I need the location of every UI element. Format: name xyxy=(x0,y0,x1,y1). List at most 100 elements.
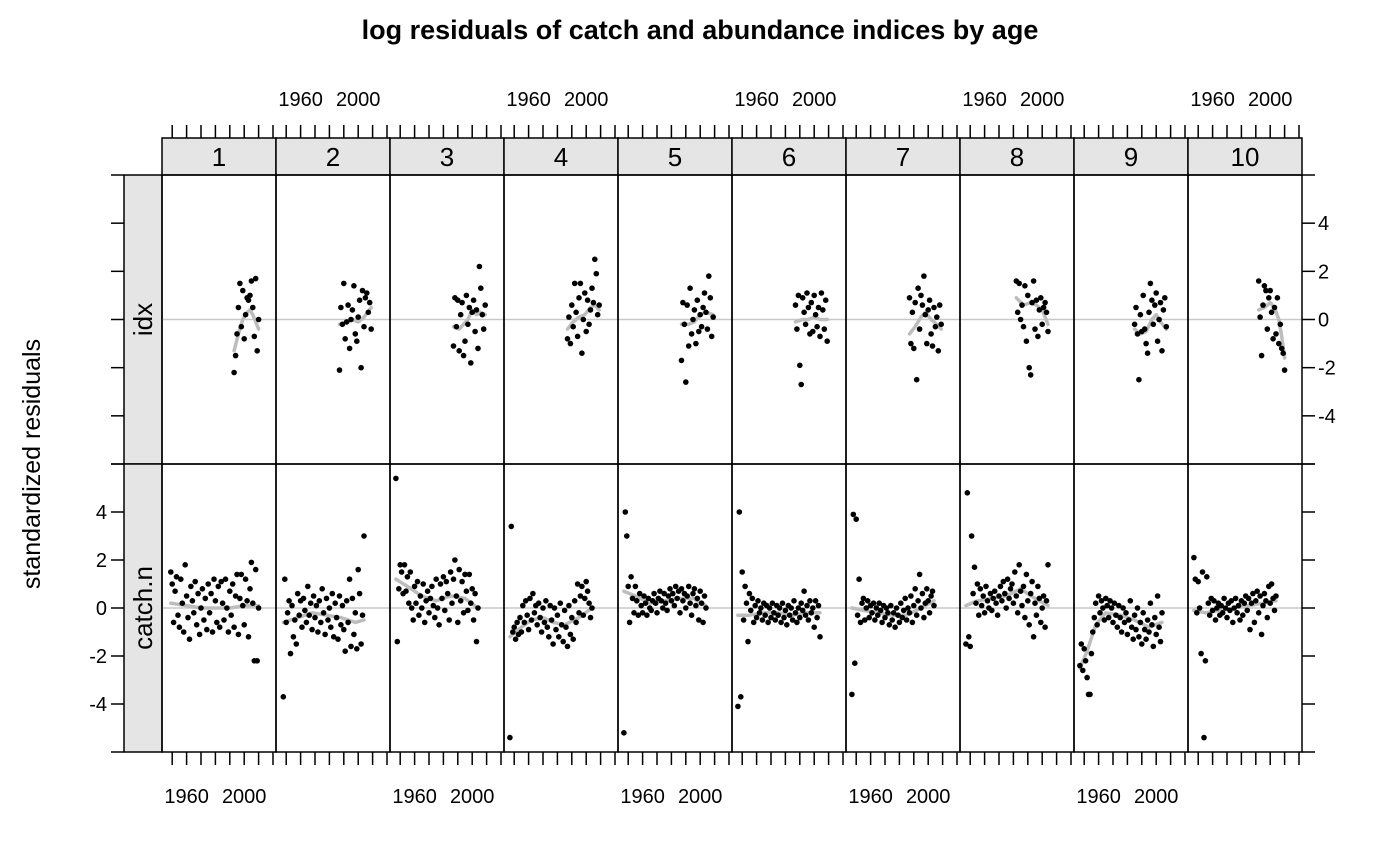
residual-point xyxy=(254,348,260,354)
residual-point xyxy=(1124,631,1131,638)
residual-point xyxy=(212,598,219,604)
residual-point xyxy=(209,629,216,635)
residual-point xyxy=(919,590,926,597)
residual-point xyxy=(791,598,797,604)
residual-point xyxy=(1267,287,1273,294)
residual-point xyxy=(323,595,330,602)
residual-point xyxy=(201,617,207,623)
residual-point xyxy=(648,607,654,614)
residual-point xyxy=(1101,617,1108,623)
residual-point xyxy=(928,593,934,599)
residual-point xyxy=(576,295,582,301)
residual-point xyxy=(1090,629,1096,635)
residual-point xyxy=(508,523,515,530)
residual-point xyxy=(1159,348,1165,354)
residual-point xyxy=(768,614,774,621)
residual-point xyxy=(680,299,686,306)
residual-point xyxy=(234,571,240,578)
residual-point xyxy=(661,590,667,597)
residual-point xyxy=(696,617,702,623)
residual-point xyxy=(590,299,597,306)
residual-point xyxy=(1012,569,1018,575)
residual-point xyxy=(1253,598,1259,604)
residual-point xyxy=(404,574,411,580)
residual-point xyxy=(446,617,453,623)
smooth-line xyxy=(793,315,829,324)
residual-point xyxy=(293,641,300,647)
residual-point xyxy=(915,285,921,292)
residual-point xyxy=(361,323,367,330)
residual-point xyxy=(906,295,913,301)
residual-point xyxy=(469,309,476,316)
residual-point xyxy=(423,598,429,604)
residual-point xyxy=(325,617,331,623)
residual-point xyxy=(1276,340,1282,347)
residual-point xyxy=(1271,304,1278,311)
residual-point xyxy=(571,598,578,604)
residual-point xyxy=(701,290,708,296)
residual-point xyxy=(670,590,676,597)
residual-point xyxy=(452,557,458,563)
residual-point xyxy=(1260,302,1266,308)
residual-point xyxy=(535,600,542,606)
residual-point xyxy=(582,290,588,296)
residual-point xyxy=(393,475,399,482)
residual-point xyxy=(1264,614,1271,621)
residual-point xyxy=(192,578,198,585)
residual-point xyxy=(1221,595,1227,602)
residual-point xyxy=(935,348,942,354)
residual-point xyxy=(866,614,872,621)
x-tick-label-top: 1960 xyxy=(734,89,779,111)
residual-point xyxy=(457,311,464,318)
residual-point xyxy=(808,610,815,616)
residual-point xyxy=(1014,610,1021,616)
residual-point xyxy=(476,263,483,270)
residual-point xyxy=(413,600,419,606)
residual-point xyxy=(736,509,743,515)
residual-point xyxy=(251,333,258,340)
residual-point xyxy=(1127,598,1134,604)
residual-point xyxy=(698,323,705,330)
residual-point xyxy=(1078,641,1085,647)
residual-point xyxy=(355,566,362,573)
residual-point xyxy=(346,576,353,582)
residual-point xyxy=(1230,619,1236,626)
residual-point xyxy=(1274,295,1281,301)
residual-point xyxy=(1108,605,1115,611)
residual-point xyxy=(1261,283,1268,289)
residual-point xyxy=(916,326,923,332)
residual-point xyxy=(849,691,855,698)
residual-point xyxy=(672,583,679,590)
panel-idx-age-5 xyxy=(618,273,732,385)
residual-point xyxy=(518,629,525,635)
residual-point xyxy=(299,624,305,630)
residual-point xyxy=(336,593,343,599)
residual-point xyxy=(473,307,480,313)
residual-point xyxy=(694,297,701,304)
residual-point xyxy=(1103,595,1109,602)
panel-catch.n-age-2 xyxy=(276,533,390,700)
strip-label-age-9: 9 xyxy=(1124,142,1138,172)
residual-point xyxy=(244,598,250,604)
panel-idx-age-4 xyxy=(504,256,618,357)
residual-point xyxy=(1150,321,1157,328)
residual-point xyxy=(638,602,644,609)
residual-point xyxy=(997,583,1004,590)
panel-catch.n-age-10 xyxy=(1188,554,1302,741)
residual-point xyxy=(1250,590,1256,597)
residual-point xyxy=(318,619,324,626)
residual-point xyxy=(362,295,369,301)
residual-point xyxy=(882,614,888,621)
residual-point xyxy=(1029,578,1035,585)
residual-point xyxy=(795,605,802,611)
residual-point xyxy=(307,600,314,606)
residual-point xyxy=(801,309,807,316)
residual-point xyxy=(579,350,585,357)
residual-point xyxy=(1227,607,1233,614)
residual-point xyxy=(356,590,363,597)
residual-point xyxy=(231,369,237,376)
residual-point xyxy=(475,345,481,352)
residual-point xyxy=(908,593,914,599)
y-tick-label-left: 2 xyxy=(96,550,107,572)
